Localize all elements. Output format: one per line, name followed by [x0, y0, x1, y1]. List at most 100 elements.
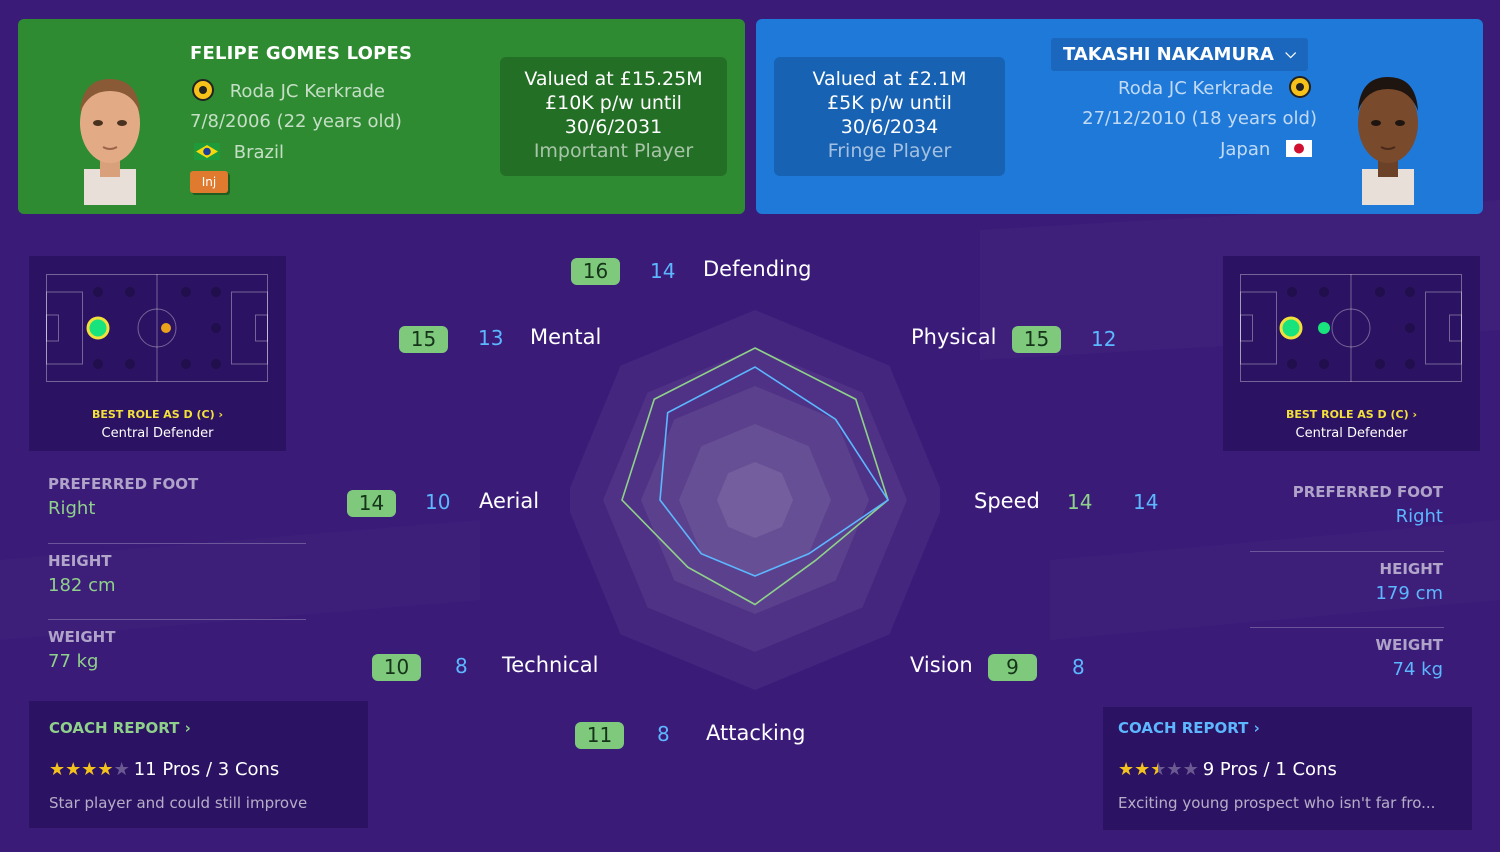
chevron-down-icon: ⌵ [1285, 46, 1296, 62]
brazil-flag-icon [194, 143, 220, 160]
attr-label-defending: Defending [703, 257, 812, 281]
left-coach-report[interactable]: COACH REPORT › ★★★★★ 11 Pros / 3 Cons Sta… [29, 701, 368, 828]
right-player-nationality: Japan [1220, 139, 1271, 160]
left-player-nation-row[interactable]: Brazil [194, 142, 284, 163]
right-coach-report[interactable]: COACH REPORT › ★★★★★ 9 Pros / 1 Cons Exci… [1103, 707, 1472, 830]
left-role-name: Central Defender [101, 426, 214, 441]
right-coach-report-link[interactable]: COACH REPORT › [1118, 719, 1260, 737]
left-player-name[interactable]: FELIPE GOMES LOPES [190, 43, 413, 64]
left-player-face [80, 79, 140, 205]
left-weight-label: WEIGHT [48, 628, 116, 646]
left-weight: 77 kg [48, 651, 99, 672]
right-player-selector[interactable]: TAKASHI NAKAMURA ⌵ [1051, 38, 1308, 71]
attr-left-value-technical: 10 [372, 654, 421, 681]
injury-badge[interactable]: Inj [190, 171, 228, 193]
attr-left-value-attacking: 11 [575, 722, 624, 749]
right-weight: 74 kg [1392, 659, 1443, 680]
right-position-card[interactable]: BEST ROLE AS D (C) › Central Defender [1223, 256, 1480, 451]
left-player-wage: £10K p/w until [545, 92, 682, 114]
right-height: 179 cm [1375, 583, 1443, 604]
star-rating-icon: ★★★★★ [1118, 759, 1199, 780]
roda-jc-crest-icon [192, 79, 214, 101]
right-preferred-foot: Right [1395, 506, 1443, 527]
divider [1250, 627, 1444, 628]
right-best-role[interactable]: BEST ROLE AS D (C) › [1285, 408, 1418, 421]
left-player-nationality: Brazil [233, 142, 284, 163]
star-rating-icon: ★★★★★ [49, 759, 130, 780]
radar-ring [679, 424, 831, 576]
left-player-club: Roda JC Kerkrade [229, 81, 385, 102]
attr-right-value-speed: 14 [1133, 490, 1159, 514]
chevron-right-icon: › [218, 408, 224, 421]
attr-right-value-mental: 13 [478, 326, 504, 350]
left-position-card[interactable]: BEST ROLE AS D (C) › Central Defender [29, 256, 286, 451]
right-preferred-foot-label: PREFERRED FOOT [1292, 483, 1443, 501]
right-player-wage: £5K p/w until [827, 92, 952, 114]
right-player-club: Roda JC Kerkrade [1118, 78, 1274, 99]
left-player-squad-role: Important Player [533, 140, 694, 162]
radar-ring [717, 462, 793, 538]
attr-label-technical: Technical [502, 653, 599, 677]
left-player-panel: FELIPE GOMES LOPES Roda JC Kerkrade 7/8/… [18, 19, 745, 214]
attr-label-speed: Speed [974, 489, 1040, 513]
right-weight-label: WEIGHT [1375, 636, 1443, 654]
attr-label-aerial: Aerial [479, 489, 540, 513]
chevron-right-icon: › [1253, 719, 1260, 737]
right-coach-stars: ★★★★★ 9 Pros / 1 Cons [1118, 759, 1337, 780]
right-coach-summary: Exciting young prospect who isn't far fr… [1118, 794, 1436, 812]
roda-jc-crest-icon [1289, 76, 1311, 98]
attr-right-value-defending: 14 [650, 259, 676, 283]
left-player-dob: 7/8/2006 (22 years old) [190, 111, 402, 132]
attr-left-value-aerial: 14 [347, 490, 396, 517]
left-height: 182 cm [48, 575, 116, 596]
divider [48, 619, 306, 620]
attr-left-value-speed: 14 [1067, 490, 1093, 514]
right-pitch-diagram [1240, 274, 1462, 382]
attr-right-value-aerial: 10 [425, 490, 451, 514]
left-preferred-foot: Right [48, 498, 96, 519]
right-coach-pros-cons: 9 Pros / 1 Cons [1202, 759, 1337, 780]
left-player-value-box: Valued at £15.25M £10K p/w until 30/6/20… [500, 57, 727, 176]
divider [1250, 551, 1444, 552]
left-coach-stars: ★★★★★ 11 Pros / 3 Cons [49, 759, 279, 780]
attr-left-value-physical: 15 [1012, 326, 1061, 353]
left-player-radar-line [621, 347, 889, 606]
attr-label-physical: Physical [911, 325, 997, 349]
right-player-club-row[interactable]: Roda JC Kerkrade [1118, 76, 1311, 99]
radar-ring [603, 348, 907, 652]
attribute-radar-chart [570, 310, 940, 690]
right-player-nation-row[interactable]: Japan [1220, 139, 1312, 160]
chevron-right-icon: › [1412, 408, 1418, 421]
attr-label-attacking: Attacking [706, 721, 806, 745]
right-player-name: TAKASHI NAKAMURA [1063, 44, 1274, 65]
radar-ring [641, 386, 869, 614]
right-player-squad-role: Fringe Player [827, 140, 952, 162]
left-preferred-foot-label: PREFERRED FOOT [48, 475, 199, 493]
radar-ring [570, 310, 940, 690]
attr-left-value-vision: 9 [988, 654, 1037, 681]
left-pitch-diagram [46, 274, 268, 382]
left-coach-pros-cons: 11 Pros / 3 Cons [133, 759, 280, 780]
left-player-value: Valued at £15.25M [524, 68, 703, 90]
left-coach-report-link[interactable]: COACH REPORT › [49, 719, 191, 737]
left-coach-summary: Star player and could still improve [49, 794, 308, 812]
right-player-dob: 27/12/2010 (18 years old) [1082, 108, 1317, 129]
left-player-club-row[interactable]: Roda JC Kerkrade [192, 79, 385, 102]
attr-label-mental: Mental [530, 325, 602, 349]
divider [48, 543, 306, 544]
right-player-value: Valued at £2.1M [812, 68, 967, 90]
attr-right-value-vision: 8 [1072, 655, 1085, 679]
left-height-label: HEIGHT [48, 552, 112, 570]
left-best-role[interactable]: BEST ROLE AS D (C) › [91, 408, 224, 421]
right-player-radar-line [659, 366, 890, 577]
left-player-contract-end: 30/6/2031 [564, 116, 663, 138]
right-height-label: HEIGHT [1379, 560, 1443, 578]
right-player-face [1358, 77, 1418, 205]
chevron-right-icon: › [184, 719, 191, 737]
right-player-panel: Valued at £2.1M £5K p/w until 30/6/2034 … [756, 19, 1483, 214]
attr-right-value-physical: 12 [1091, 327, 1117, 351]
attr-left-value-defending: 16 [571, 258, 620, 285]
attr-left-value-mental: 15 [399, 326, 448, 353]
japan-flag-icon [1286, 140, 1312, 157]
right-player-contract-end: 30/6/2034 [840, 116, 939, 138]
